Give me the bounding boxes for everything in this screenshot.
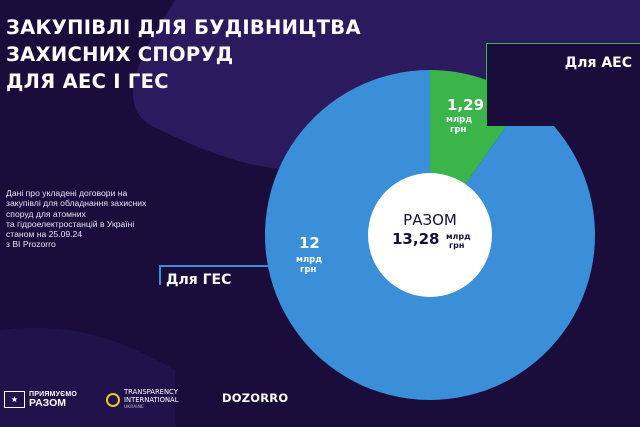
ti-line-1: TRANSPARENCY bbox=[124, 388, 178, 396]
eu-logo-big: РАЗОМ bbox=[29, 397, 67, 409]
ti-line-2: INTERNATIONAL bbox=[124, 395, 179, 404]
legend-label-ges: Для ГЕС bbox=[166, 272, 231, 288]
ti-line-3: UKRAINE bbox=[124, 405, 144, 411]
legend-box-aes bbox=[487, 44, 640, 126]
total-value: 13,28 bbox=[392, 230, 439, 248]
chart-title-line-2: ЗАХИСНИХ СПОРУД bbox=[6, 43, 234, 66]
ti-logo-text: TRANSPARENCY INTERNATIONAL UKRAINE bbox=[124, 388, 179, 412]
note-line-6: з BI Prozorro bbox=[6, 239, 56, 250]
eu-flag-icon: ★ bbox=[4, 390, 25, 408]
total-unit-line-2: грн bbox=[449, 241, 464, 250]
note-line-4: та гідроелектростанцій в Україні bbox=[6, 218, 135, 229]
chart-title-line-3: ДЛЯ АЕС І ГЕС bbox=[6, 70, 169, 93]
note-line-2: закупівлі для обладнання захисних bbox=[6, 198, 147, 209]
unit-label-ges-line-2: грн bbox=[300, 265, 317, 275]
data-source-note: Дані про укладені договори на закупівлі … bbox=[6, 188, 166, 250]
transparency-international-logo: TRANSPARENCY INTERNATIONAL UKRAINE bbox=[106, 388, 179, 412]
total-label: РАЗОМ bbox=[403, 211, 457, 229]
ti-ring-icon bbox=[106, 393, 120, 408]
unit-label-aes-line-2: грн bbox=[450, 125, 467, 135]
footer-logos: ★ ПРИЯМУЄМО РАЗОМ TRANSPARENCY INTERNATI… bbox=[0, 384, 640, 414]
unit-label-aes-line-1: млрд bbox=[446, 115, 472, 125]
dozorro-logo: DOZORRO bbox=[222, 391, 289, 405]
background-wave-lower bbox=[0, 327, 175, 427]
eu-logo-text: ПРИЯМУЄМО РАЗОМ bbox=[29, 390, 77, 408]
leader-line-ges bbox=[159, 265, 272, 285]
note-line-1: Дані про укладені договори на bbox=[6, 188, 128, 198]
note-line-5: станом на 25.09.24 bbox=[6, 229, 83, 240]
value-label-ges: 12 bbox=[299, 234, 320, 252]
eu-logo: ★ ПРИЯМУЄМО РАЗОМ bbox=[4, 390, 77, 408]
total-center-circle bbox=[368, 173, 492, 297]
chart-title-line-1: ЗАКУПІВЛІ ДЛЯ БУДІВНИЦТВА bbox=[6, 16, 361, 39]
eu-logo-small: ПРИЯМУЄМО bbox=[29, 391, 78, 398]
total-unit-line-1: млрд bbox=[446, 232, 471, 241]
note-line-3: споруд для атомних bbox=[6, 208, 86, 219]
unit-label-ges-line-1: млрд bbox=[296, 255, 322, 265]
chart-title: ЗАКУПІВЛІ ДЛЯ БУДІВНИЦТВА ЗАХИСНИХ СПОРУ… bbox=[6, 14, 361, 95]
legend-label-aes: Для АЕС bbox=[565, 55, 632, 71]
value-label-aes: 1,29 bbox=[447, 96, 484, 114]
